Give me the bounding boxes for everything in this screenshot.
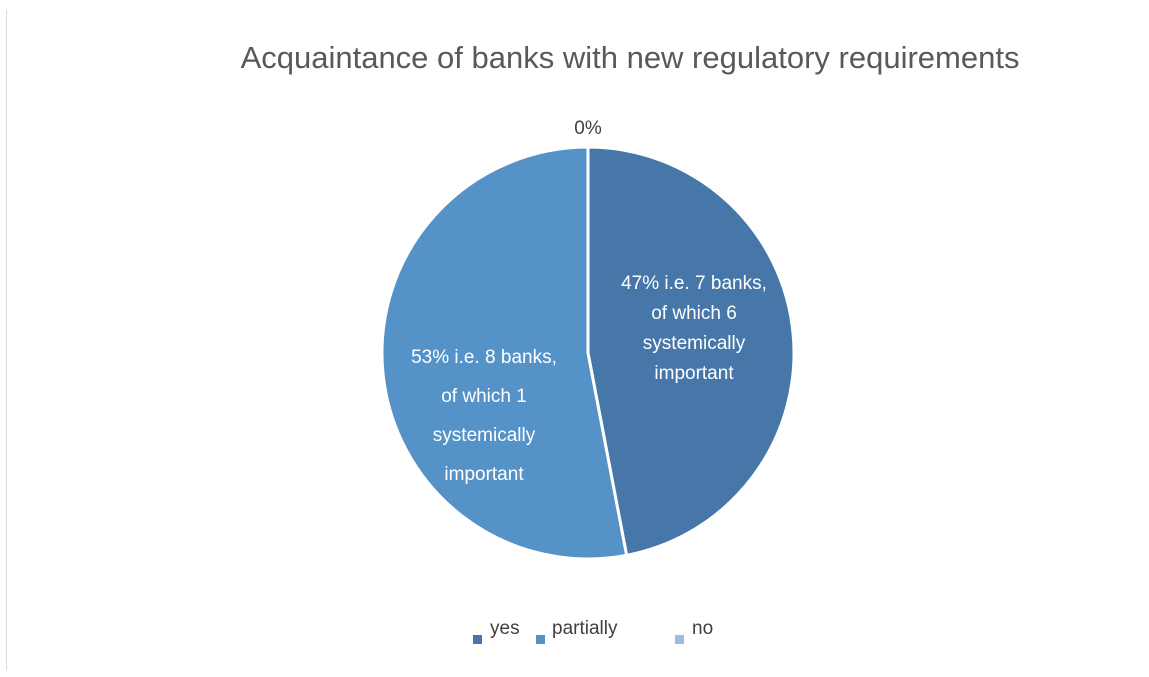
chart-legend: yes partially no — [470, 618, 730, 658]
pie-slice-yes — [586, 145, 796, 558]
legend-label-no: no — [692, 618, 714, 639]
legend-swatch-no — [675, 635, 684, 644]
pie-slice-partially — [380, 145, 629, 561]
chart-frame-border — [6, 10, 7, 670]
legend-label-yes: yes — [490, 618, 520, 639]
chart-title: Acquaintance of banks with new regulator… — [240, 40, 1020, 75]
legend-label-partially: partially — [552, 618, 618, 639]
legend-swatch-yes — [473, 635, 482, 644]
legend-swatch-partially — [536, 635, 545, 644]
data-label-partially: 53% i.e. 8 banks, of which 1 systemically i… — [411, 347, 557, 485]
data-label-yes: 47% i.e. 7 banks, of which 6 systemically i… — [621, 273, 767, 384]
data-label-no: 0% — [574, 118, 602, 139]
